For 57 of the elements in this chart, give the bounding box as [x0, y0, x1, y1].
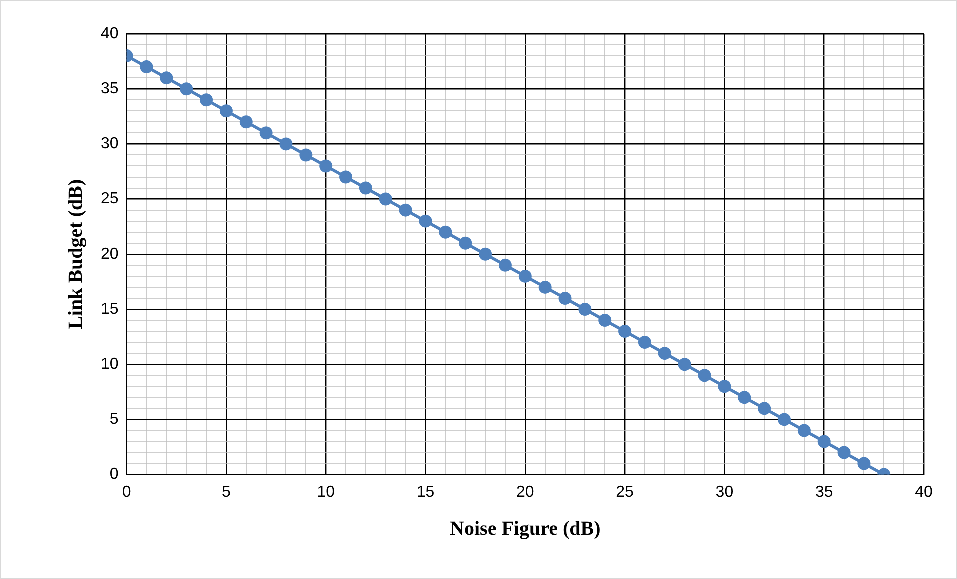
point: [658, 347, 672, 360]
x-axis-title: Noise Figure (dB): [450, 518, 601, 540]
point: [200, 94, 214, 107]
point: [180, 82, 194, 96]
x-tick-label: 20: [516, 484, 534, 501]
point: [798, 424, 811, 438]
point: [598, 314, 612, 328]
x-tick-label: 40: [915, 484, 933, 501]
point: [220, 104, 233, 118]
point: [498, 258, 512, 272]
point: [439, 226, 452, 239]
point: [340, 170, 353, 184]
point: [558, 292, 572, 305]
point: [778, 413, 791, 426]
y-tick-label: 20: [101, 246, 119, 263]
x-tick-label: 5: [222, 484, 231, 501]
point: [858, 457, 871, 470]
point: [758, 402, 772, 416]
y-tick-label: 25: [101, 190, 119, 208]
point: [160, 72, 174, 85]
y-axis-title: Link Budget (dB): [65, 179, 88, 330]
y-tick-label: 0: [110, 466, 119, 484]
point: [618, 325, 632, 338]
y-tick-label: 5: [110, 411, 119, 428]
point: [300, 148, 313, 162]
point: [578, 303, 592, 316]
x-tick-label: 30: [716, 484, 734, 501]
x-tick-label: 0: [122, 484, 132, 501]
point: [698, 369, 712, 382]
y-tick-label: 35: [101, 80, 119, 98]
point: [359, 182, 372, 195]
point: [818, 435, 831, 448]
point: [738, 391, 752, 404]
point: [518, 270, 532, 283]
x-tick-label: 10: [317, 484, 336, 501]
point: [459, 236, 472, 250]
point: [838, 446, 851, 460]
point: [240, 116, 253, 129]
point: [718, 380, 732, 394]
point: [638, 336, 652, 350]
y-tick-label: 30: [101, 136, 119, 153]
point: [538, 280, 552, 294]
point: [419, 214, 432, 228]
point: [399, 204, 412, 217]
point: [140, 60, 154, 74]
point: [678, 358, 692, 372]
y-tick-label: 15: [101, 300, 119, 318]
x-tick-label: 25: [616, 484, 634, 501]
point: [379, 192, 392, 206]
point: [280, 138, 293, 151]
point: [320, 160, 333, 173]
y-tick-label: 40: [101, 25, 119, 42]
x-tick-label: 15: [416, 484, 435, 501]
point: [479, 248, 492, 261]
y-tick-label: 10: [101, 356, 119, 374]
x-tick-label: 35: [815, 484, 834, 501]
point: [260, 126, 273, 140]
